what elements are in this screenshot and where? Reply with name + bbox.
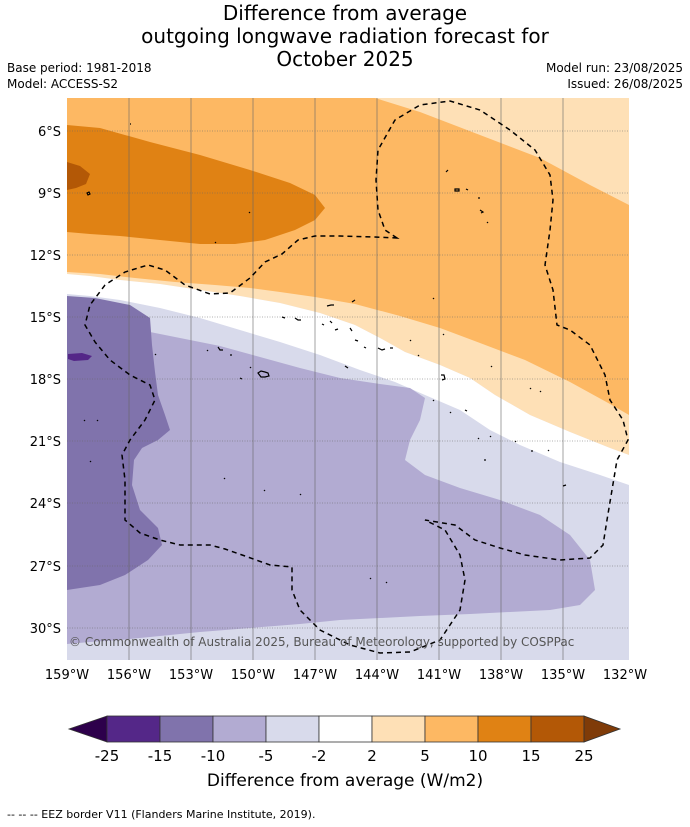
colorbar-bin <box>318 715 373 743</box>
eez-legend: -- -- -- EEZ border V11 (Flanders Marine… <box>7 808 316 821</box>
lon-tick: 138°W <box>479 668 523 683</box>
colorbar-tick: -15 <box>148 747 173 765</box>
colorbar-bin <box>477 715 532 743</box>
colorbar-label: Difference from average (W/m2) <box>206 771 484 791</box>
colorbar-extend-low <box>67 715 108 743</box>
meta-left: Base period: 1981-2018 Model: ACCESS-S2 <box>7 60 152 92</box>
issued-date: Issued: 26/08/2025 <box>567 77 683 91</box>
colorbar-tick: -25 <box>95 747 120 765</box>
map-title: Difference from average outgoing longwav… <box>0 2 690 71</box>
lon-tick: 159°W <box>45 668 89 683</box>
anomaly-field <box>67 98 629 660</box>
band-orange-dark <box>67 125 325 244</box>
title-line-3: October 2025 <box>276 47 414 71</box>
colorbar-bin <box>530 715 585 743</box>
colorbar-tick: 5 <box>420 747 430 765</box>
model-name: Model: ACCESS-S2 <box>7 77 119 91</box>
band-purple-mid <box>67 318 595 644</box>
gridlines <box>67 98 629 660</box>
colorbar-tick: 2 <box>367 747 377 765</box>
lat-tick: 30°S <box>30 622 61 637</box>
band-purple-dark <box>67 296 170 590</box>
colorbar-ticks: -25 -15 -10 -5 -2 2 5 10 15 25 <box>95 747 594 765</box>
lon-tick: 156°W <box>107 668 151 683</box>
lat-tick: 6°S <box>38 125 61 140</box>
colorbar-bin <box>106 715 161 743</box>
lon-tick: 147°W <box>293 668 337 683</box>
lon-tick: 153°W <box>169 668 213 683</box>
lat-tick: 27°S <box>30 560 61 575</box>
colorbar-tick: -2 <box>312 747 327 765</box>
lon-tick: 144°W <box>355 668 399 683</box>
copyright-text: © Commonwealth of Australia 2025, Bureau… <box>69 635 574 649</box>
colorbar-bin <box>265 715 320 743</box>
lat-tick: 15°S <box>30 311 61 326</box>
colorbar-tick: 25 <box>574 747 593 765</box>
band-purple-darkest <box>68 353 92 361</box>
colorbar-bin <box>212 715 267 743</box>
colorbar-tick: 10 <box>468 747 487 765</box>
colorbar-extend-high <box>583 715 622 743</box>
lat-axis-labels: 6°S 9°S 12°S 15°S 18°S 21°S 24°S 27°S 30… <box>30 125 61 637</box>
colorbar-tick: 15 <box>521 747 540 765</box>
band-white <box>67 274 629 485</box>
base-period: Base period: 1981-2018 <box>7 61 152 75</box>
band-orange-light-north <box>320 98 629 178</box>
model-run: Model run: 23/08/2025 <box>545 61 683 75</box>
lat-tick: 18°S <box>30 373 61 388</box>
colorbar-tick: -5 <box>259 747 274 765</box>
lat-tick: 9°S <box>38 187 61 202</box>
lat-tick: 24°S <box>30 497 61 512</box>
title-line-1: Difference from average <box>222 1 468 25</box>
band-orange-darkest <box>67 162 90 190</box>
meta-right: Model run: 23/08/2025 Issued: 26/08/2025 <box>546 60 683 92</box>
lat-tick: 12°S <box>30 249 61 264</box>
lat-tick: 21°S <box>30 435 61 450</box>
lon-tick: 141°W <box>417 668 461 683</box>
colorbar-tick: -10 <box>201 747 226 765</box>
lon-tick: 135°W <box>541 668 585 683</box>
colorbar-bin <box>424 715 479 743</box>
colorbar-bin <box>371 715 426 743</box>
colorbar <box>67 715 622 743</box>
colorbar-bin <box>159 715 214 743</box>
lon-tick: 150°W <box>231 668 275 683</box>
lon-axis-labels: 159°W 156°W 153°W 150°W 147°W 144°W 141°… <box>45 668 647 683</box>
title-line-2: outgoing longwave radiation forecast for <box>141 24 549 48</box>
lon-tick: 132°W <box>603 668 647 683</box>
islands <box>83 123 567 584</box>
eez-border <box>84 100 629 654</box>
